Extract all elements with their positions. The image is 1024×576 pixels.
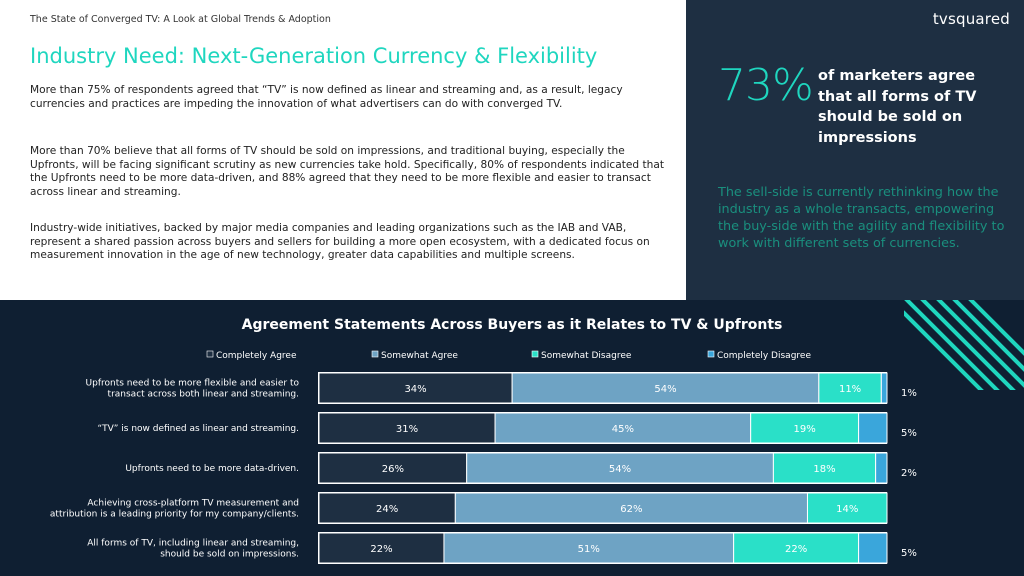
bar-segment	[818, 372, 882, 404]
data-label: 14%	[836, 504, 858, 515]
legend-swatch	[371, 350, 379, 358]
bar-segment	[318, 452, 468, 484]
data-label: 51%	[578, 544, 600, 555]
stat-percentage: 73%	[718, 60, 814, 111]
paragraph-2: More than 70% believe that all forms of …	[30, 145, 664, 198]
category-label: All forms of TV, including linear and st…	[87, 539, 299, 549]
intro-panel: The State of Converged TV: A Look at Glo…	[0, 0, 686, 300]
data-label: 31%	[396, 424, 418, 435]
data-label: 34%	[404, 384, 426, 395]
bar-segment	[880, 372, 888, 404]
stacked-bar-chart: Agreement Statements Across Buyers as it…	[50, 317, 917, 564]
bar-segment	[750, 412, 860, 444]
legend-label: Completely Disagree	[717, 351, 811, 361]
bar-segment	[858, 412, 888, 444]
category-label: “TV” is now defined as linear and stream…	[97, 424, 299, 434]
pull-quote: The sell-side is currently rethinking ho…	[718, 185, 1005, 251]
bar-segment	[466, 452, 774, 484]
category-label: Achieving cross-platform TV measurement …	[87, 499, 299, 509]
bar-segment	[318, 412, 496, 444]
brand-logo: tvsquared	[932, 10, 1010, 28]
category-label: Upfronts need to be more flexible and ea…	[86, 379, 300, 389]
chart-panel: Agreement Statements Across Buyers as it…	[0, 300, 1024, 576]
paragraph-3: Industry-wide initiatives, backed by maj…	[30, 222, 650, 261]
data-label: 2%	[901, 468, 917, 479]
bar-segment	[772, 452, 877, 484]
data-label: 54%	[654, 384, 676, 395]
data-label: 5%	[901, 428, 917, 439]
stat-description: of marketers agree that all forms of TV …	[818, 68, 977, 146]
category-label: attribution is a leading priority for my…	[50, 510, 299, 520]
data-label: 22%	[370, 544, 392, 555]
bar-segment	[875, 452, 888, 484]
data-label: 26%	[382, 464, 404, 475]
data-label: 5%	[901, 548, 917, 559]
bar-segment	[454, 492, 808, 524]
data-label: 45%	[612, 424, 634, 435]
legend-swatch	[707, 350, 715, 358]
category-label: should be sold on impressions.	[160, 550, 299, 560]
data-label: 62%	[620, 504, 642, 515]
bar-segment	[318, 372, 513, 404]
page-heading: Industry Need: Next-Generation Currency …	[30, 44, 598, 68]
bar-segment	[318, 492, 456, 524]
legend-swatch	[206, 350, 214, 358]
data-label: 24%	[376, 504, 398, 515]
bar-segment	[511, 372, 820, 404]
stat-panel: tvsquared 73% of marketers agree that al…	[686, 0, 1024, 300]
bar-segment	[806, 492, 888, 524]
category-label: Upfronts need to be more data-driven.	[125, 464, 299, 474]
bar-segment	[733, 532, 860, 564]
legend-label: Completely Agree	[216, 351, 297, 361]
data-label: 1%	[901, 388, 917, 399]
data-label: 11%	[839, 384, 861, 395]
legend-label: Somewhat Disagree	[541, 351, 632, 361]
legend-swatch	[531, 350, 539, 358]
data-label: 54%	[609, 464, 631, 475]
legend-label: Somewhat Agree	[381, 351, 458, 361]
data-label: 19%	[794, 424, 816, 435]
paragraph-1: More than 75% of respondents agreed that…	[30, 84, 623, 110]
chart-title: Agreement Statements Across Buyers as it…	[242, 317, 783, 333]
bar-segment	[858, 532, 888, 564]
data-label: 18%	[813, 464, 835, 475]
bar-segment	[318, 532, 445, 564]
bar-segment	[443, 532, 735, 564]
data-label: 22%	[785, 544, 807, 555]
category-label: transact across both linear and streamin…	[108, 390, 299, 400]
document-title: The State of Converged TV: A Look at Glo…	[30, 14, 331, 25]
bar-segment	[494, 412, 752, 444]
